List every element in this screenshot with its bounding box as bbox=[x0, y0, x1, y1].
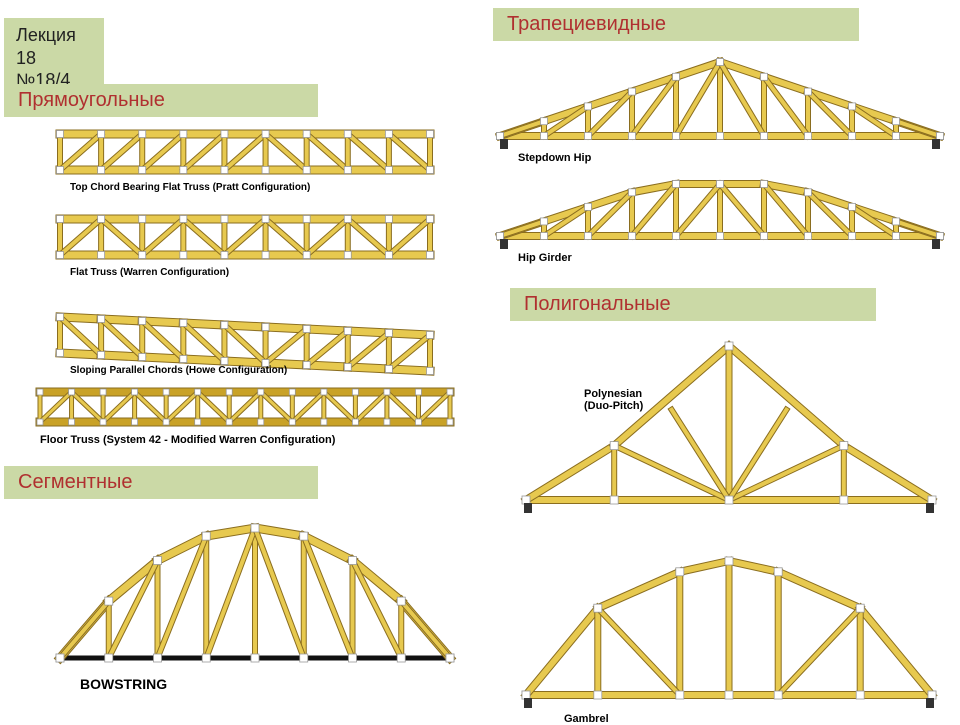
caption-pratt: Top Chord Bearing Flat Truss (Pratt Conf… bbox=[70, 182, 310, 193]
diagram-howe bbox=[60, 295, 430, 361]
diagram-warren bbox=[60, 215, 430, 263]
caption-floor: Floor Truss (System 42 - Modified Warren… bbox=[40, 434, 335, 446]
diagram-floor bbox=[40, 388, 450, 430]
diagram-hip-girder bbox=[500, 178, 946, 254]
caption-stepdown-hip: Stepdown Hip bbox=[518, 152, 591, 164]
diagram-bowstring bbox=[60, 518, 456, 678]
caption-polynesian-l2: (Duo-Pitch) bbox=[584, 400, 643, 412]
caption-howe: Sloping Parallel Chords (Howe Configurat… bbox=[70, 365, 287, 376]
caption-polynesian: Polynesian (Duo-Pitch) bbox=[584, 388, 643, 412]
caption-bowstring: BOWSTRING bbox=[80, 676, 167, 692]
diagram-stepdown-hip bbox=[500, 58, 946, 154]
heading-trapezoidal: Трапециевидные bbox=[493, 8, 859, 41]
caption-gambrel: Gambrel bbox=[564, 713, 609, 725]
caption-polynesian-l1: Polynesian bbox=[584, 388, 643, 400]
heading-polygonal: Полигональные bbox=[510, 288, 876, 321]
caption-hip-girder: Hip Girder bbox=[518, 252, 572, 264]
diagram-polynesian bbox=[524, 340, 940, 520]
lecture-line1: Лекция 18 bbox=[16, 24, 92, 69]
diagram-pratt bbox=[60, 130, 430, 178]
diagram-gambrel bbox=[524, 555, 940, 715]
caption-warren: Flat Truss (Warren Configuration) bbox=[70, 267, 229, 278]
heading-rectangular: Прямоугольные bbox=[4, 84, 318, 117]
heading-segmented: Сегментные bbox=[4, 466, 318, 499]
